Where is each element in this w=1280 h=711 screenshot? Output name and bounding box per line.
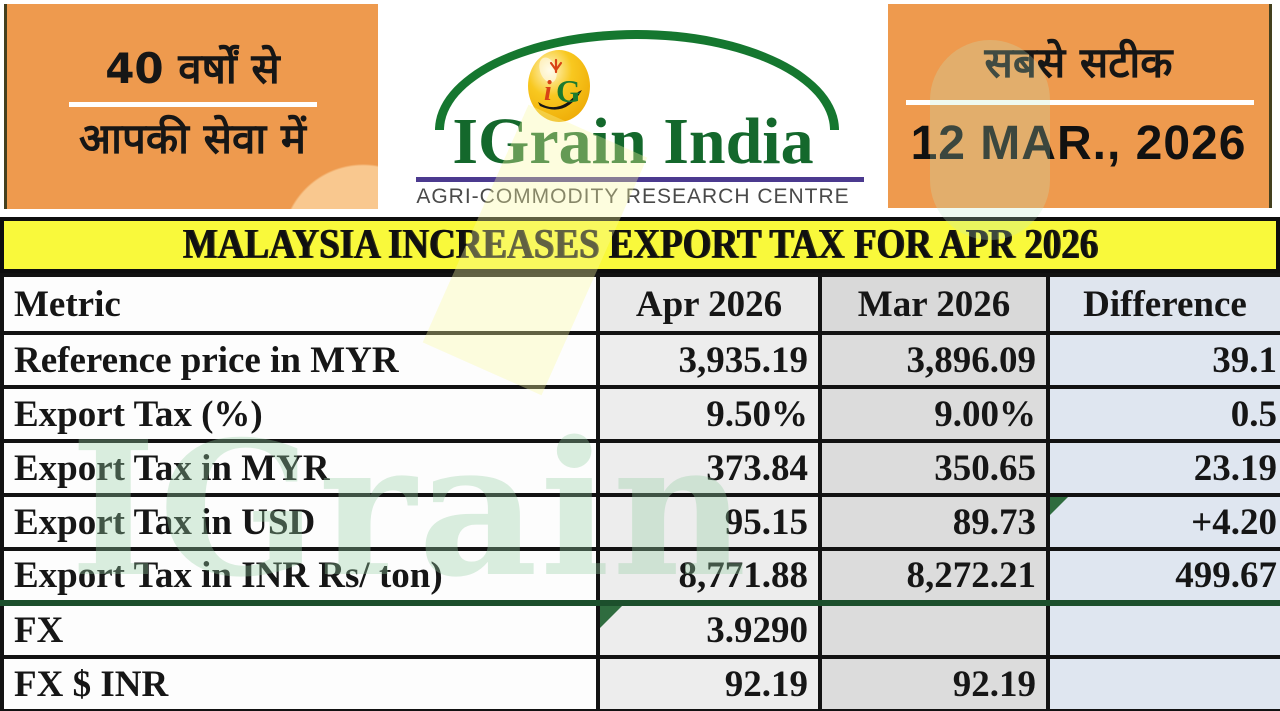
cell-corner-marker-icon — [602, 607, 622, 628]
apr-cell: 92.19 — [596, 655, 822, 711]
date-text: 12 MAR., 2026 — [910, 117, 1247, 170]
table-row: Export Tax in MYR 373.84 350.65 23.19 — [0, 439, 1280, 497]
apr-cell: 95.15 — [596, 493, 822, 551]
diff-cell — [1046, 655, 1280, 711]
metric-cell: Export Tax in INR Rs/ ton) — [0, 547, 600, 606]
monogram-i: i — [544, 76, 552, 107]
table-row: Reference price in MYR 3,935.19 3,896.09… — [0, 331, 1280, 389]
table-row: Export Tax (%) 9.50% 9.00% 0.5 — [0, 385, 1280, 443]
column-header-apr-2026: Apr 2026 — [596, 273, 822, 335]
diff-cell — [1046, 601, 1280, 659]
header-left-underline — [69, 102, 317, 107]
diff-value: +4.20 — [1191, 501, 1277, 543]
mar-cell: 8,272.21 — [818, 547, 1050, 606]
header-right-panel: सबसे सटीक 12 MAR., 2026 — [888, 4, 1272, 208]
table-row: Export Tax in USD 95.15 89.73 +4.20 — [0, 493, 1280, 551]
banner-title: MALAYSIA INCREASES EXPORT TAX FOR APR 20… — [182, 222, 1098, 268]
brand-underline — [416, 177, 864, 182]
mar-cell: 3,896.09 — [818, 331, 1050, 389]
diff-cell: 499.67 — [1046, 547, 1280, 606]
metric-cell: Reference price in MYR — [0, 331, 600, 389]
header-right-underline — [906, 100, 1254, 105]
mar-cell: 350.65 — [818, 439, 1050, 497]
mar-cell: 92.19 — [818, 655, 1050, 711]
swoosh-icon — [538, 90, 582, 110]
apr-cell: 373.84 — [596, 439, 822, 497]
apr-value: 3.9290 — [706, 610, 808, 651]
diff-cell: 39.1 — [1046, 331, 1280, 389]
mar-cell — [818, 601, 1050, 659]
news-banner: MALAYSIA INCREASES EXPORT TAX FOR APR 20… — [0, 217, 1280, 273]
header-right-line1: सबसे सटीक — [984, 38, 1173, 87]
apr-cell: 9.50% — [596, 385, 822, 443]
diff-cell: 23.19 — [1046, 439, 1280, 497]
table-row: FX $ INR 92.19 92.19 — [0, 655, 1280, 711]
mar-cell: 9.00% — [818, 385, 1050, 443]
metric-cell: Export Tax in MYR — [0, 439, 600, 497]
export-tax-table: Metric Apr 2026 Mar 2026 Difference Refe… — [0, 273, 1280, 711]
metric-cell: Export Tax in USD — [0, 493, 600, 551]
mar-cell: 89.73 — [818, 493, 1050, 551]
table-row: FX 3.9290 — [0, 601, 1280, 659]
column-header-metric: Metric — [0, 273, 600, 335]
header-left-line2: आपकी सेवा में — [79, 114, 306, 163]
table-header-row: Metric Apr 2026 Mar 2026 Difference — [0, 273, 1280, 335]
diff-cell: +4.20 — [1046, 493, 1280, 551]
brand-logo-icon: i G — [528, 50, 590, 122]
table-row: Export Tax in INR Rs/ ton) 8,771.88 8,27… — [0, 547, 1280, 606]
apr-cell: 3,935.19 — [596, 331, 822, 389]
metric-cell: FX — [0, 601, 600, 659]
brand-name: IGrain India — [452, 105, 814, 178]
cell-corner-marker-icon — [1052, 499, 1068, 515]
monogram-g: G — [556, 73, 581, 109]
header-left-panel: 40 वर्षों से आपकी सेवा में — [4, 4, 378, 209]
column-header-difference: Difference — [1046, 273, 1280, 335]
column-header-mar-2026: Mar 2026 — [818, 273, 1050, 335]
apr-cell: 8,771.88 — [596, 547, 822, 606]
header-left-line1: 40 वर्षों से — [105, 44, 280, 93]
brand-tagline: AGRI-COMMODITY RESEARCH CENTRE — [416, 185, 850, 208]
metric-cell: Export Tax (%) — [0, 385, 600, 443]
wheat-icon — [549, 58, 563, 74]
apr-cell: 3.9290 — [596, 601, 822, 659]
logo-panel: i G IGrain India AGRI-COMMODITY RESEARCH… — [378, 0, 888, 213]
diff-cell: 0.5 — [1046, 385, 1280, 443]
metric-cell: FX $ INR — [0, 655, 600, 711]
